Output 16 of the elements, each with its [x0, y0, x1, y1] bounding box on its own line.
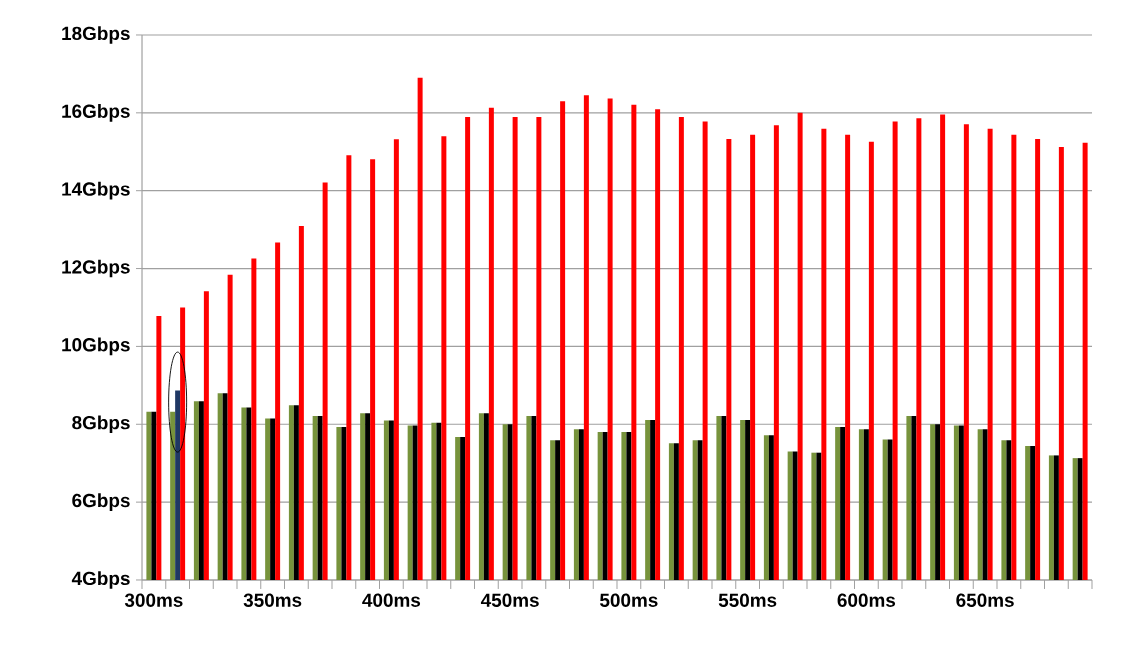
y-tick-label: 12Gbps: [62, 259, 130, 278]
x-tick-label: 650ms: [956, 593, 1014, 607]
x-tick-label: 500ms: [599, 593, 658, 607]
x-tick-label: 450ms: [480, 593, 539, 607]
y-tick-label: 6Gbps: [72, 493, 130, 511]
x-tick-label: 600ms: [837, 593, 896, 607]
y-tick-label: 4Gbps: [71, 571, 130, 589]
y-tick-label: 16Gbps: [62, 104, 130, 122]
y-tick-label: 10Gbps: [62, 337, 130, 356]
x-tick-label: 350ms: [243, 593, 302, 607]
y-tick-label: 14Gbps: [62, 181, 130, 200]
x-tick-label: 550ms: [718, 593, 777, 607]
y-tick-label: 8Gbps: [72, 415, 130, 434]
y-tick-label: 18Gbps: [62, 26, 130, 44]
x-tick-label: 300ms: [124, 593, 183, 607]
x-tick-label: 400ms: [362, 593, 421, 607]
